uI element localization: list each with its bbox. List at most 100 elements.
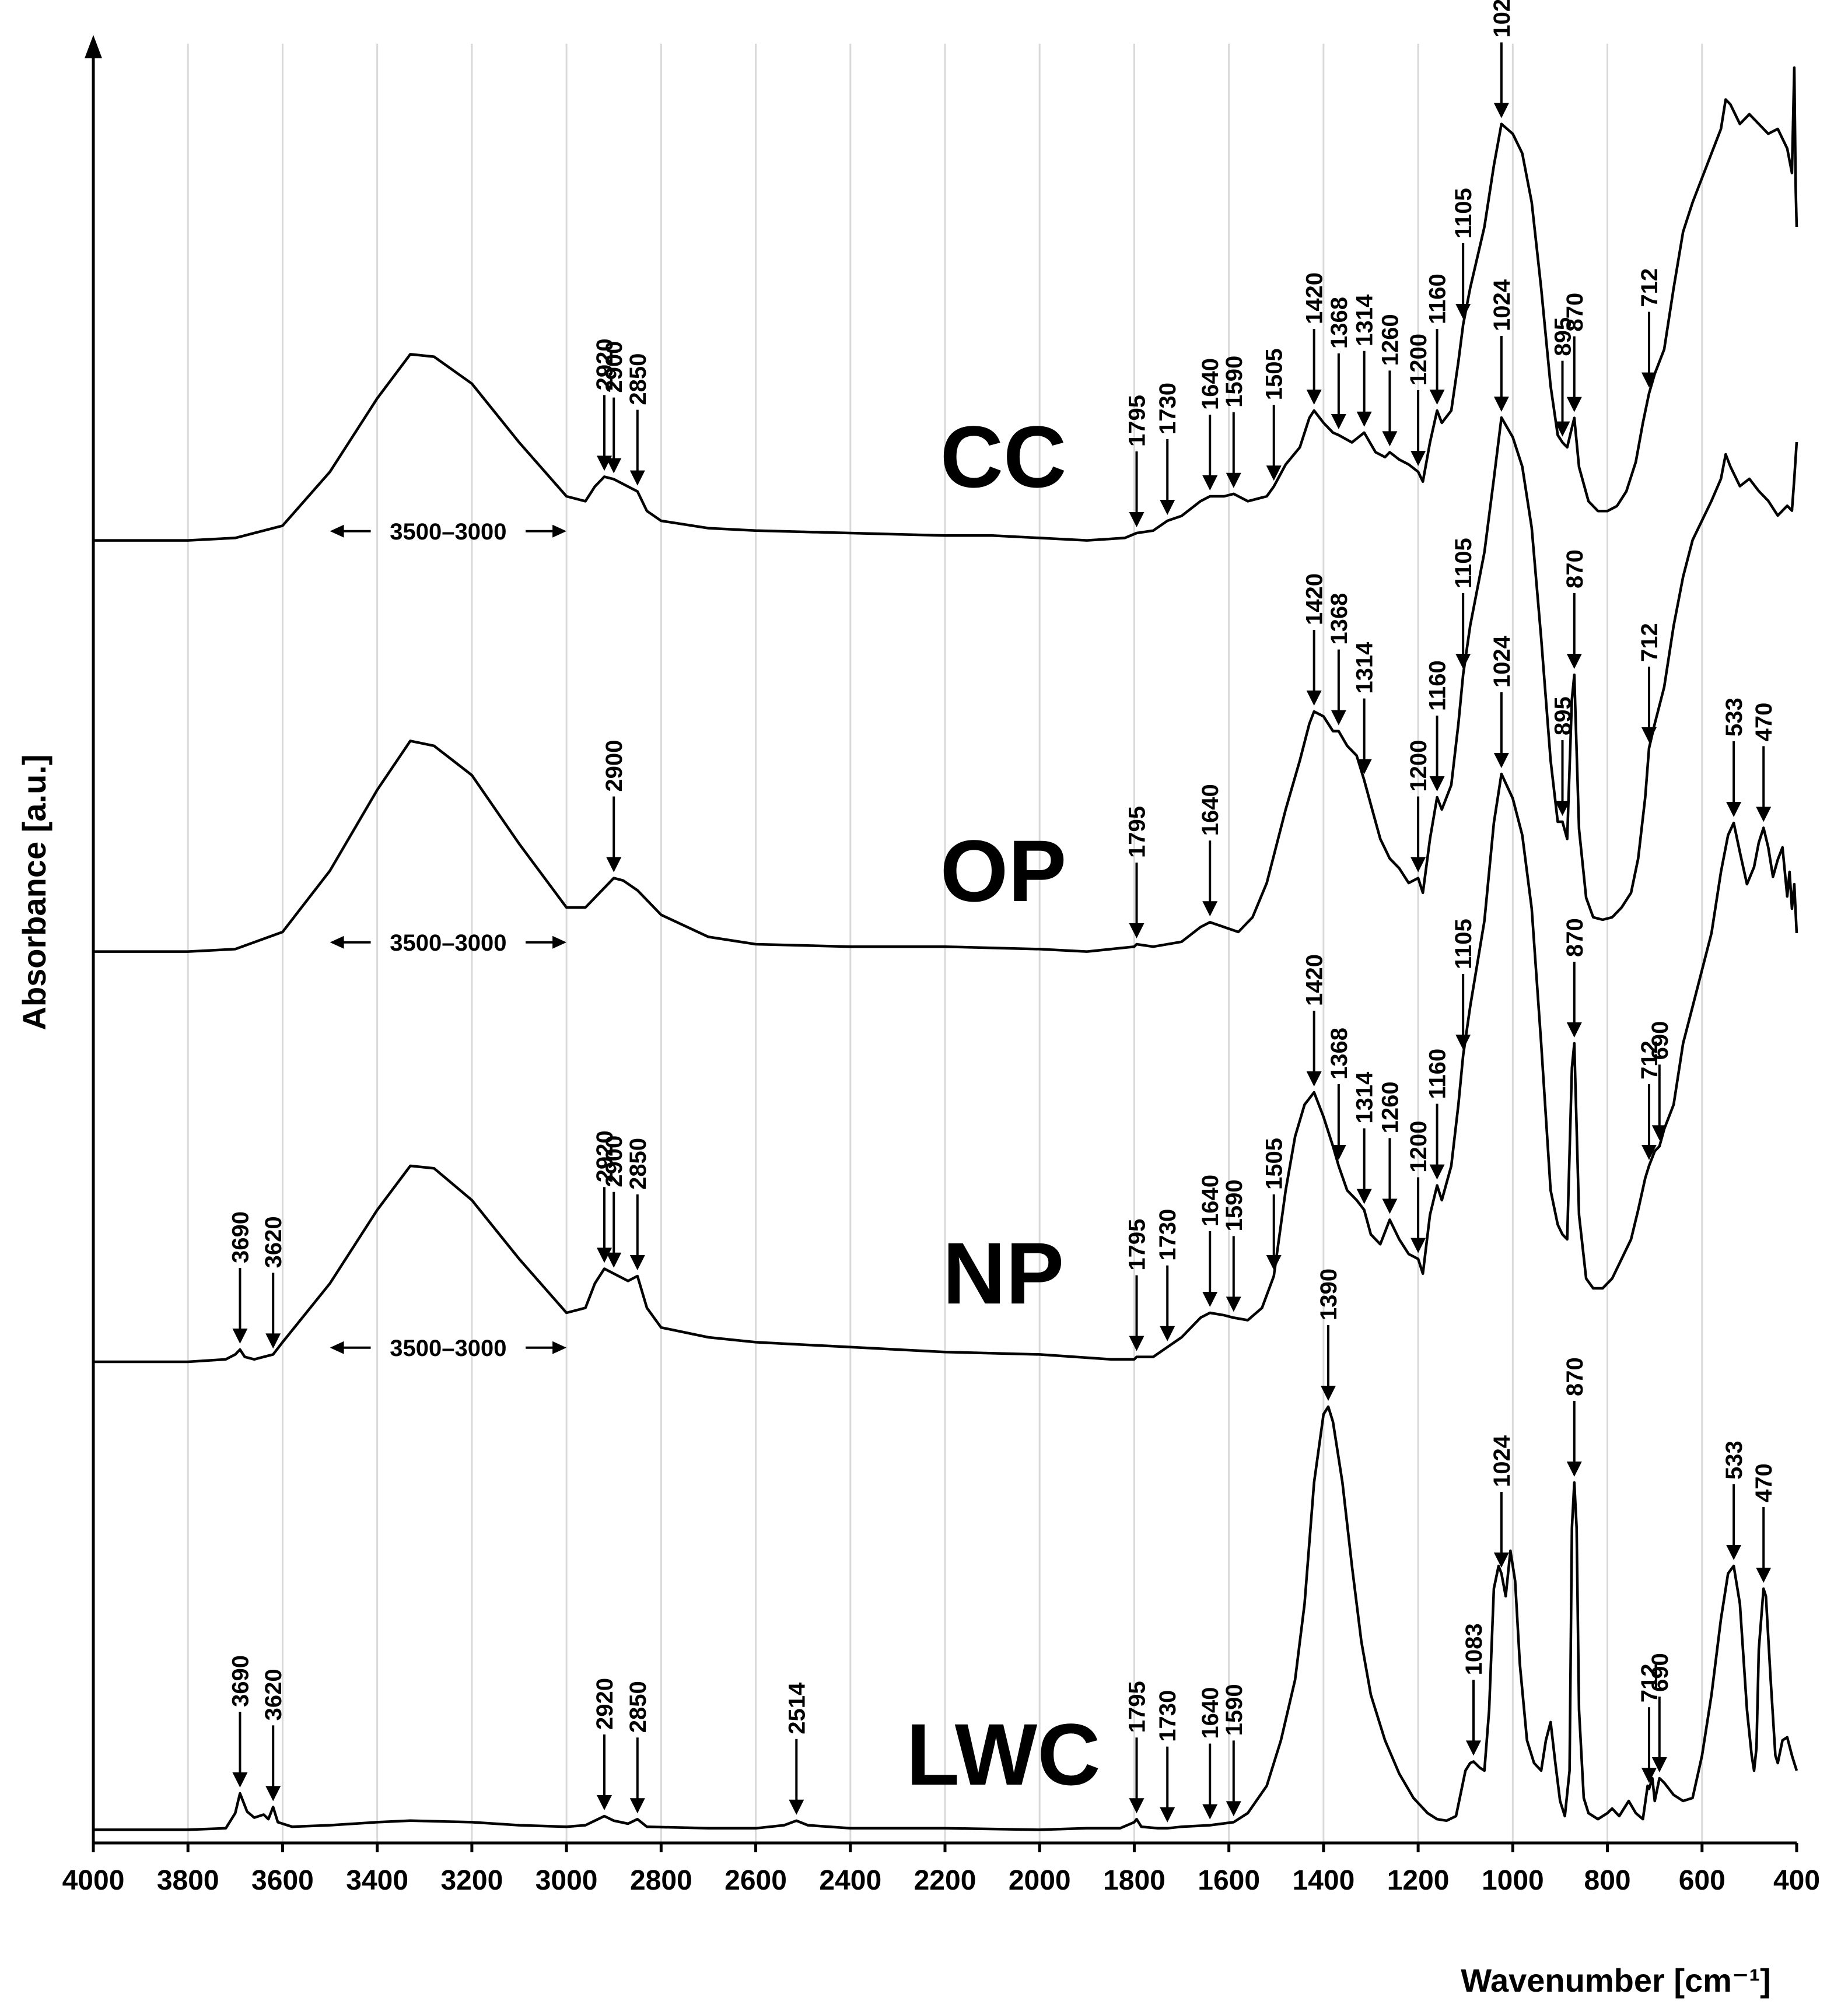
arrow-head bbox=[1129, 1336, 1144, 1351]
peak-label: 2900 bbox=[601, 740, 627, 792]
peak-label: 3690 bbox=[228, 1211, 253, 1263]
arrow-head bbox=[1331, 710, 1346, 726]
peak-label: 1200 bbox=[1406, 1121, 1432, 1173]
arrow-head bbox=[1226, 1801, 1241, 1817]
arrow-head bbox=[1466, 1740, 1482, 1756]
arrow-head bbox=[1555, 801, 1570, 816]
arrow-head bbox=[629, 470, 645, 486]
arrow-head bbox=[1129, 1798, 1144, 1814]
peak-label: 1590 bbox=[1222, 356, 1247, 408]
arrow-head bbox=[629, 1255, 645, 1270]
range-label: 3500–3000 bbox=[390, 1336, 506, 1361]
peak-label: 895 bbox=[1550, 317, 1576, 356]
peak-label: 1505 bbox=[1262, 1138, 1287, 1190]
x-tick-label: 2400 bbox=[819, 1865, 881, 1896]
arrow-head bbox=[1356, 411, 1372, 427]
range-marker: 3500–3000 bbox=[330, 519, 567, 545]
peak-label: 1590 bbox=[1222, 1684, 1247, 1736]
arrow-head bbox=[1410, 451, 1426, 466]
arrow-head bbox=[1726, 1545, 1742, 1560]
x-tick-label: 3800 bbox=[157, 1865, 219, 1896]
peak-label: 470 bbox=[1751, 1463, 1777, 1502]
arrow-head bbox=[1410, 1238, 1426, 1253]
range-marker: 3500–3000 bbox=[330, 1336, 567, 1361]
x-tick-label: 2600 bbox=[724, 1865, 787, 1896]
arrow-head bbox=[1321, 1386, 1336, 1401]
peak-label: 712 bbox=[1637, 1040, 1662, 1080]
arrow-head bbox=[1641, 727, 1657, 742]
arrow-head bbox=[1493, 103, 1509, 118]
arrow-head bbox=[1651, 1757, 1667, 1772]
arrow-head bbox=[1129, 923, 1144, 938]
arrow-head bbox=[789, 1799, 804, 1815]
grid-lines bbox=[187, 44, 1703, 1843]
arrow-head bbox=[1202, 475, 1218, 490]
arrow-head bbox=[232, 1772, 248, 1788]
peak-label: 1420 bbox=[1302, 954, 1328, 1006]
peak-label: 1420 bbox=[1302, 573, 1328, 625]
spectra: CC OP NP LWC bbox=[93, 66, 1798, 1831]
arrow-head bbox=[1306, 1071, 1322, 1087]
peak-label: 3620 bbox=[261, 1669, 286, 1720]
arrow-head bbox=[1429, 776, 1445, 791]
peak-label: 870 bbox=[1562, 1357, 1588, 1396]
arrow-head bbox=[1202, 901, 1218, 917]
arrow-head bbox=[1160, 1807, 1175, 1823]
series-label-lwc: LWC bbox=[906, 1705, 1100, 1803]
x-tick-label: 2800 bbox=[630, 1865, 692, 1896]
arrow-head bbox=[1641, 372, 1657, 388]
peak-label: 1105 bbox=[1451, 188, 1476, 239]
peak-label: 1024 bbox=[1489, 635, 1515, 688]
arrow-head bbox=[1331, 1145, 1346, 1160]
arrow-head bbox=[265, 1333, 281, 1349]
peak-label: 1200 bbox=[1406, 740, 1432, 792]
range-label: 3500–3000 bbox=[390, 930, 506, 956]
arrow-head bbox=[1226, 1296, 1241, 1312]
x-tick-label: 4000 bbox=[62, 1865, 125, 1896]
x-tick-label: 3000 bbox=[536, 1865, 598, 1896]
arrow-head bbox=[1382, 431, 1398, 447]
arrow-head bbox=[1266, 465, 1282, 481]
arrow-head bbox=[1160, 1326, 1175, 1341]
arrow-head bbox=[1726, 802, 1742, 817]
arrow-head bbox=[1641, 1768, 1657, 1783]
peak-label: 1640 bbox=[1198, 1175, 1223, 1226]
peak-label: 1160 bbox=[1425, 1049, 1451, 1099]
arrow-head bbox=[1202, 1292, 1218, 1307]
arrow-head bbox=[1651, 1125, 1667, 1141]
peak-label: 1368 bbox=[1326, 593, 1352, 645]
peak-label: 1260 bbox=[1377, 314, 1403, 366]
peak-label: 1105 bbox=[1451, 538, 1476, 588]
arrow-head bbox=[1429, 390, 1445, 405]
axes: 4000 3800 3600 3400 3200 3000 2800 2600 2400 2200… bbox=[62, 35, 1820, 1896]
x-tick-label: 600 bbox=[1679, 1865, 1726, 1896]
peak-label: 533 bbox=[1721, 698, 1747, 737]
peak-label: 895 bbox=[1550, 696, 1576, 735]
y-axis-title: Absorbance [a.u.] bbox=[16, 755, 52, 1031]
peak-label: 690 bbox=[1647, 1653, 1673, 1692]
peak-label: 1590 bbox=[1222, 1179, 1247, 1231]
series-line-lwc bbox=[93, 1405, 1798, 1831]
arrow-head bbox=[606, 458, 622, 474]
series-line-op bbox=[93, 416, 1798, 953]
peak-label: 1105 bbox=[1451, 919, 1476, 969]
arrow-head bbox=[1566, 1462, 1582, 1477]
x-tick-label: 800 bbox=[1584, 1865, 1631, 1896]
peak-label: 3620 bbox=[261, 1216, 286, 1268]
x-tick-label: 1400 bbox=[1292, 1865, 1354, 1896]
arrow-head bbox=[1493, 397, 1509, 412]
arrow-head bbox=[606, 857, 622, 872]
peak-label: 1024 bbox=[1489, 279, 1515, 331]
peak-label: 2920 bbox=[592, 1678, 618, 1730]
arrow-head bbox=[1566, 1022, 1582, 1038]
arrow-head bbox=[1455, 654, 1471, 669]
peak-label: 1368 bbox=[1326, 297, 1352, 349]
x-tick-label: 3400 bbox=[346, 1865, 408, 1896]
arrow-head bbox=[1641, 1145, 1657, 1160]
peak-label: 690 bbox=[1647, 1021, 1673, 1060]
y-axis-arrow bbox=[85, 35, 102, 58]
x-tick-label: 1000 bbox=[1482, 1865, 1544, 1896]
peak-label: 2514 bbox=[784, 1682, 810, 1734]
peak-label: 1024 bbox=[1489, 0, 1515, 38]
